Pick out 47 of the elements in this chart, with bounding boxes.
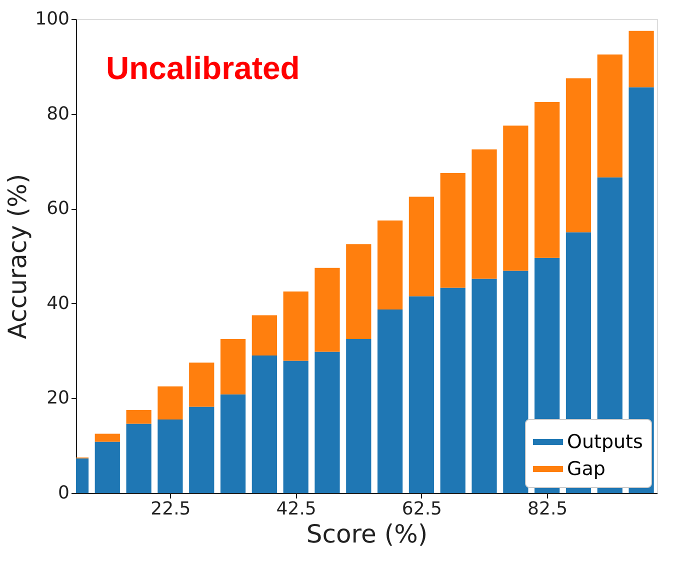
bar — [283, 292, 308, 361]
bar — [440, 173, 466, 288]
bar — [628, 30, 654, 88]
bar — [346, 338, 372, 493]
x-axis-title: Score (%) — [306, 520, 428, 548]
x-tick-label: 82.5 — [528, 498, 568, 520]
bar — [252, 315, 277, 356]
bar — [408, 296, 434, 493]
bar — [566, 78, 592, 232]
bar — [158, 420, 183, 493]
y-tick-label: 20 — [46, 388, 70, 409]
bar — [314, 268, 340, 352]
y-tick-label: 40 — [46, 292, 70, 314]
bar — [503, 126, 528, 271]
bar — [440, 288, 466, 493]
bar — [189, 406, 214, 493]
annotation: Uncalibrated — [106, 50, 300, 86]
bar — [283, 360, 308, 493]
bar — [158, 386, 183, 420]
y-tick-label: 100 — [35, 8, 70, 30]
bar — [503, 270, 528, 493]
bar — [597, 54, 622, 178]
x-tick-label: 62.5 — [402, 498, 442, 520]
x-tick-label: 42.5 — [276, 498, 316, 520]
bar — [377, 220, 403, 310]
bar — [472, 278, 497, 493]
legend-label: Outputs — [567, 431, 643, 453]
y-axis-title: Accuracy (%) — [3, 174, 32, 340]
x-tick-label: 22.5 — [150, 498, 191, 520]
bar — [220, 338, 246, 394]
bar — [94, 442, 120, 493]
bar — [472, 149, 497, 279]
bar — [94, 434, 120, 442]
y-tick-label: 0 — [58, 482, 70, 504]
bar — [408, 196, 434, 296]
y-tick-label: 60 — [46, 198, 70, 220]
bar — [252, 356, 277, 493]
bar — [346, 244, 372, 339]
bar — [220, 394, 246, 493]
bar — [534, 102, 560, 258]
bar — [314, 352, 340, 493]
bar — [377, 310, 403, 493]
legend-label: Gap — [567, 458, 606, 480]
bar — [126, 410, 152, 424]
y-tick-label: 80 — [46, 103, 70, 124]
bar — [189, 362, 214, 407]
bar — [126, 424, 152, 493]
